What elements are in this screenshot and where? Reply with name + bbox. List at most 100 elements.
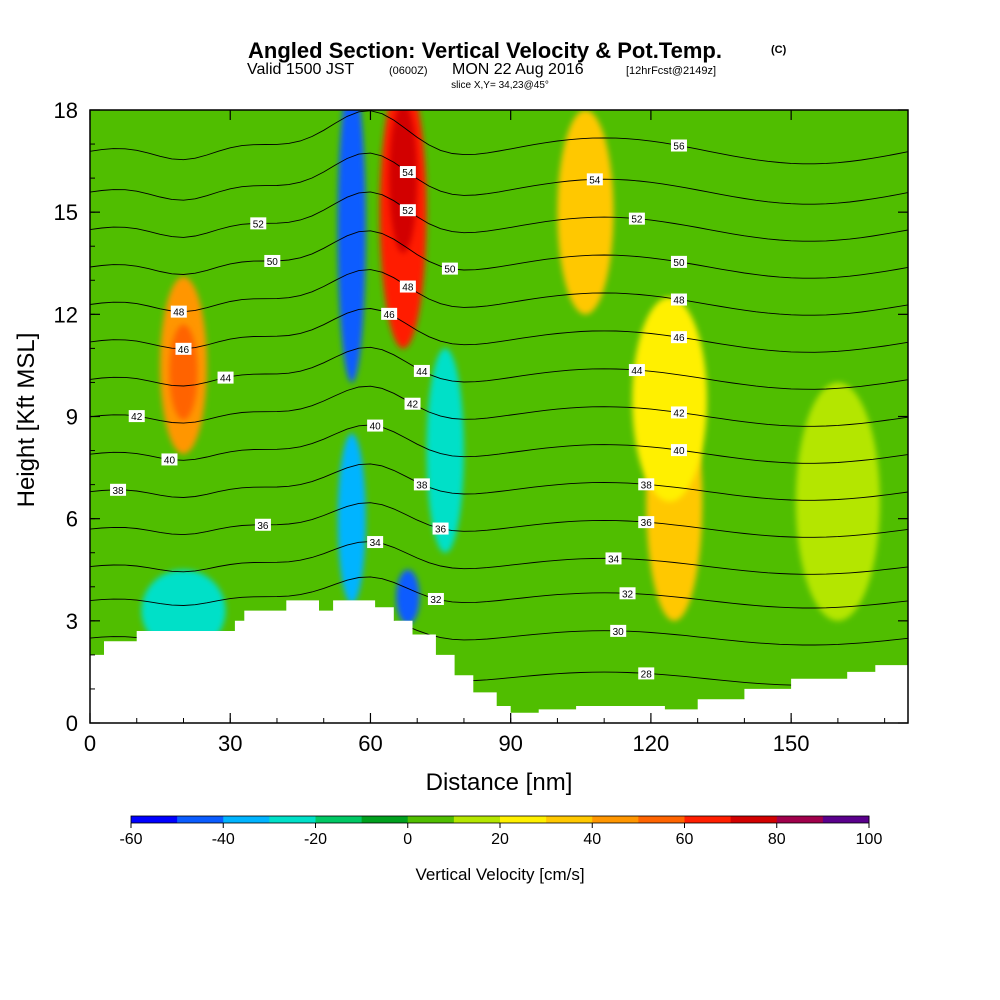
- contour-label-bg: [432, 522, 449, 535]
- colorbar-swatch: [546, 816, 593, 823]
- contour-label-bg: [128, 410, 145, 423]
- contour-label-bg: [628, 212, 645, 225]
- velocity-cell-7: [396, 569, 420, 625]
- contour-label-30: 30: [613, 627, 625, 638]
- contour-label-46: 46: [178, 345, 190, 356]
- colorbar-swatch: [269, 816, 316, 823]
- contour-label-46: 46: [673, 333, 685, 344]
- contour-label-bg: [399, 166, 416, 179]
- x-axis-label: Distance [nm]: [426, 769, 573, 796]
- slice-info: slice X,Y= 34,23@45°: [451, 80, 549, 91]
- terrain-mask: [90, 600, 908, 723]
- contour-label-54: 54: [589, 175, 601, 186]
- contour-label-bg: [427, 592, 444, 605]
- velocity-cell-12: [795, 382, 880, 621]
- contour-label-50: 50: [444, 265, 456, 276]
- contour-label-bg: [170, 305, 187, 318]
- contour-label-36: 36: [257, 521, 269, 532]
- colorbar-swatch: [638, 816, 685, 823]
- velocity-cell-11: [632, 297, 708, 502]
- contour-label-bg: [670, 255, 687, 268]
- contour-label-40: 40: [673, 446, 685, 457]
- chart-title-unit: (C): [771, 44, 787, 56]
- theta-contour-52: [90, 191, 908, 242]
- theta-contours: [90, 110, 908, 686]
- y-tick-label: 6: [66, 507, 78, 532]
- forecast-tag: [12hrFcst@2149z]: [626, 65, 716, 77]
- theta-contour-48: [90, 269, 908, 316]
- y-tick-label: 0: [66, 711, 78, 736]
- contour-label-bg: [628, 364, 645, 377]
- colorbar-tick-label: -60: [119, 831, 142, 848]
- contour-label-bg: [638, 516, 655, 529]
- velocity-cell-6: [389, 110, 418, 254]
- x-tick-label: 90: [498, 731, 522, 756]
- theta-contour-42: [90, 385, 908, 427]
- chart-subtitle: Valid 1500 JST (0600Z) MON 22 Aug 2016 […: [247, 61, 716, 78]
- contour-label-bg: [670, 331, 687, 344]
- theta-contour-32: [90, 576, 908, 609]
- x-axis: 0 30 60 90 120 150: [84, 110, 886, 756]
- contour-label-56: 56: [673, 142, 685, 153]
- y-tick-label: 12: [54, 302, 78, 327]
- contour-label-40: 40: [164, 455, 176, 466]
- colorbar-tick-label: -20: [304, 831, 327, 848]
- contour-label-52: 52: [253, 219, 265, 230]
- y-tick-label: 18: [54, 98, 78, 123]
- x-tick-label: 120: [633, 731, 670, 756]
- colorbar-swatch: [592, 816, 639, 823]
- contour-label-bg: [670, 444, 687, 457]
- theta-contour-36: [90, 502, 908, 538]
- contour-label-42: 42: [407, 400, 419, 411]
- contour-label-bg: [110, 483, 127, 496]
- chart-title: Angled Section: Vertical Velocity & Pot.…: [248, 38, 722, 63]
- colorbar-tick-label: 100: [856, 831, 883, 848]
- theta-contour-54: [90, 152, 908, 205]
- contour-label-40: 40: [370, 422, 382, 433]
- contour-label-bg: [670, 139, 687, 152]
- x-tick-label: 0: [84, 731, 96, 756]
- colorbar-tick-label: -40: [212, 831, 235, 848]
- colorbar-swatch: [730, 816, 778, 823]
- contour-label-32: 32: [622, 589, 634, 600]
- contour-label-42: 42: [673, 408, 685, 419]
- contour-label-bg: [250, 217, 267, 230]
- valid-prefix: Valid 1500 JST: [247, 61, 355, 78]
- contour-label-36: 36: [641, 518, 653, 529]
- contour-label-bg: [399, 204, 416, 217]
- contour-label-bg: [638, 667, 655, 680]
- colorbar: -60 -40 -20 0 20 40 60 80 100: [119, 815, 883, 848]
- velocity-cell-9: [557, 110, 614, 315]
- velocity-cell-1: [169, 324, 198, 420]
- colorbar-swatch: [453, 816, 501, 823]
- contour-label-bg: [367, 419, 384, 432]
- velocity-cell-4: [337, 433, 366, 604]
- x-tick-label: 60: [358, 731, 382, 756]
- colorbar-swatch: [177, 816, 224, 823]
- contour-label-38: 38: [641, 480, 653, 491]
- contour-label-32: 32: [430, 595, 442, 606]
- contour-label-50: 50: [673, 258, 685, 269]
- contour-label-38: 38: [112, 486, 124, 497]
- theta-contour-38: [90, 463, 908, 501]
- colorbar-swatch: [500, 816, 547, 823]
- contour-label-bg: [399, 280, 416, 293]
- y-tick-label: 15: [54, 200, 78, 225]
- x-tick-label: 30: [218, 731, 242, 756]
- velocity-cell-8: [426, 348, 464, 553]
- theta-contour-40: [90, 424, 908, 464]
- contour-label-48: 48: [402, 283, 414, 294]
- contour-label-bg: [254, 518, 271, 531]
- plot-area: 28 30 32 32 34 34 36 36 36 38 38 38 40 40 40 42 42 42 44 44…: [90, 110, 908, 723]
- theta-contour-34: [90, 541, 908, 575]
- y-axis-label: Height [Kft MSL]: [13, 333, 40, 508]
- contour-label-bg: [619, 587, 636, 600]
- valid-date: MON 22 Aug 2016: [452, 61, 584, 78]
- contour-label-bg: [638, 478, 655, 491]
- contour-label-bg: [367, 536, 384, 549]
- colorbar-tick-label: 0: [403, 831, 412, 848]
- x-tick-label: 150: [773, 731, 810, 756]
- y-tick-label: 3: [66, 609, 78, 634]
